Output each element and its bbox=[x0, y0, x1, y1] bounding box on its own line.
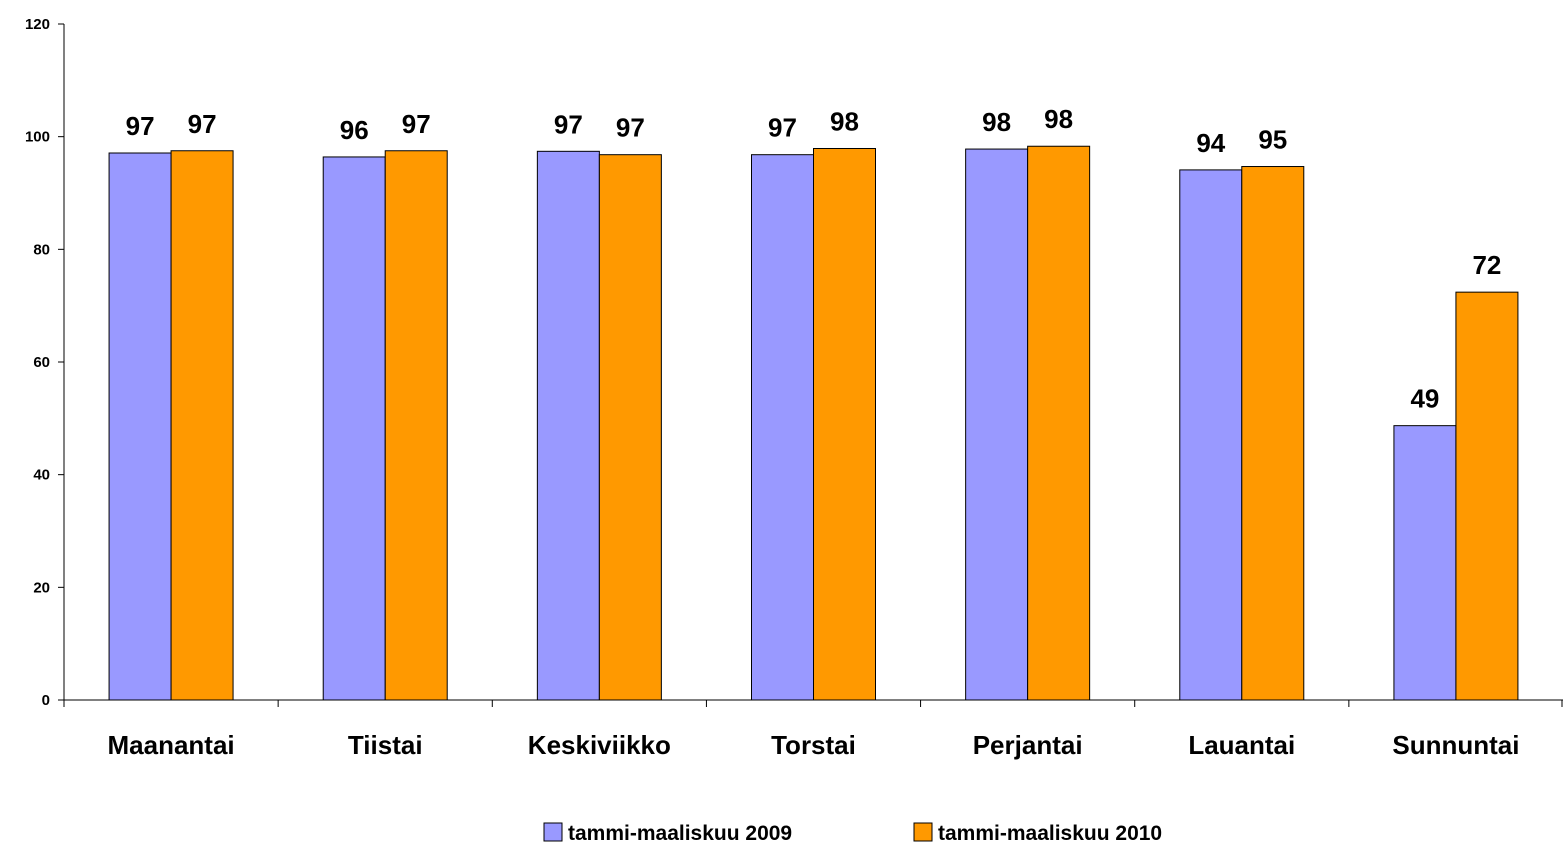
data-label: 97 bbox=[188, 109, 217, 139]
bar-2 bbox=[170, 150, 234, 701]
y-tick-label: 80 bbox=[33, 241, 50, 258]
axes: 0 20 40 60 80 100 120 Maanantai Tiistai Keskiviik… bbox=[25, 16, 1563, 760]
bar-2 bbox=[1455, 291, 1519, 701]
y-tick-label: 100 bbox=[25, 129, 50, 146]
bar-1 bbox=[1179, 169, 1243, 701]
bar-2 bbox=[813, 147, 876, 701]
data-label: 97 bbox=[126, 111, 155, 141]
bar-1 bbox=[322, 156, 386, 701]
value-labels: 97 97 96 97 97 97 97 98 98 98 94 95 49 72 bbox=[126, 104, 1502, 413]
data-label: 98 bbox=[830, 106, 859, 136]
legend: tammi-maaliskuu 2009 tammi-maaliskuu 2010 bbox=[543, 822, 1162, 845]
bar-1 bbox=[1393, 425, 1457, 701]
bar-2 bbox=[1027, 145, 1091, 701]
data-label: 98 bbox=[982, 107, 1011, 137]
legend-label: tammi-maaliskuu 2010 bbox=[938, 822, 1162, 844]
bar-1 bbox=[536, 150, 600, 701]
y-tick-label: 60 bbox=[33, 354, 50, 371]
x-category-label: Maanantai bbox=[107, 730, 234, 760]
data-label: 49 bbox=[1410, 384, 1439, 414]
x-category-label: Tiistai bbox=[348, 730, 423, 760]
bar-2 bbox=[1241, 166, 1305, 701]
bars bbox=[108, 145, 1519, 701]
bar-2 bbox=[384, 150, 448, 701]
data-label: 72 bbox=[1472, 250, 1501, 280]
y-tick-label: 0 bbox=[42, 692, 50, 709]
legend-swatch bbox=[543, 822, 563, 842]
x-category-label: Sunnuntai bbox=[1392, 730, 1519, 760]
data-label: 97 bbox=[554, 109, 583, 139]
bar-2 bbox=[598, 154, 662, 701]
x-category-label: Perjantai bbox=[973, 730, 1083, 760]
data-label: 94 bbox=[1196, 128, 1225, 158]
data-label: 97 bbox=[402, 109, 431, 139]
legend-swatch bbox=[913, 822, 933, 842]
x-category-label: Keskiviikko bbox=[528, 730, 671, 760]
y-tick-label: 120 bbox=[25, 16, 50, 33]
bar-1 bbox=[751, 154, 814, 701]
x-category-label: Lauantai bbox=[1188, 730, 1295, 760]
y-tick-label: 40 bbox=[33, 467, 50, 484]
data-label: 97 bbox=[616, 113, 645, 143]
y-tick-label: 20 bbox=[33, 579, 50, 596]
data-label: 95 bbox=[1258, 125, 1287, 155]
data-label: 97 bbox=[768, 113, 797, 143]
data-label: 96 bbox=[340, 115, 369, 145]
x-category-label: Torstai bbox=[771, 730, 856, 760]
bar-1 bbox=[965, 148, 1029, 701]
legend-label: tammi-maaliskuu 2009 bbox=[568, 822, 792, 844]
bar-1 bbox=[108, 152, 172, 701]
data-label: 98 bbox=[1044, 104, 1073, 134]
